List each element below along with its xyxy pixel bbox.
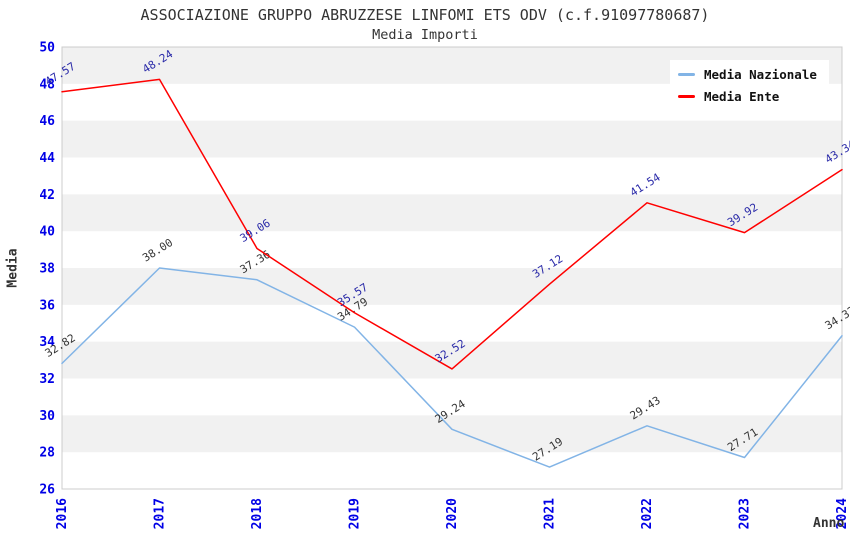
y-tick-label: 40 [39,225,55,240]
plot-band [62,194,842,232]
plot-band [62,268,842,305]
x-axis-title: Anno [813,516,845,531]
y-tick-label: 28 [39,446,55,461]
y-tick-label: 36 [39,298,55,313]
legend-swatch-media-nazionale [678,73,695,76]
y-tick-label: 44 [39,151,55,166]
chart-title: ASSOCIAZIONE GRUPPO ABRUZZESE LINFOMI ET… [140,6,710,24]
legend-swatch-media-ente [678,95,695,98]
chart-subtitle: Media Importi [372,27,478,43]
x-tick-label: 2019 [348,498,363,529]
plot-band [62,341,842,379]
legend-label-media-nazionale: Media Nazionale [704,67,817,82]
y-tick-label: 46 [39,114,55,129]
y-tick-label: 30 [39,409,55,424]
y-tick-label: 50 [39,41,55,56]
legend-label-media-ente: Media Ente [704,89,780,104]
y-tick-label: 38 [39,262,55,277]
plot-band [62,415,842,453]
x-tick-label: 2023 [738,498,753,529]
legend-item-media-nazionale: Media Nazionale [678,67,817,82]
series-line-media-ente [61,78,843,370]
y-tick-label: 34 [39,335,55,350]
y-tick-label: 42 [39,188,55,203]
plot-band [62,120,842,158]
x-tick-label: 2020 [445,498,460,529]
data-label-media-ente: 47.57 [43,60,78,89]
x-tick-label: 2018 [250,498,265,529]
plot-border [61,46,843,490]
legend: Media Nazionale Media Ente [670,60,829,111]
y-axis-title: Media [5,248,21,288]
x-tick-label: 2022 [640,498,655,529]
x-tick-label: 2016 [55,498,70,529]
series-line-media-nazionale [61,267,843,468]
data-label-media-nazionale: 38.00 [140,236,175,265]
x-tick-label: 2017 [153,498,168,529]
y-tick-label: 32 [39,372,55,387]
y-tick-label: 48 [39,77,55,92]
data-label-media-nazionale: 34.32 [823,304,850,333]
legend-item-media-ente: Media Ente [678,89,817,104]
x-tick-label: 2024 [835,498,850,529]
x-tick-label: 2021 [543,498,558,529]
y-tick-label: 26 [39,483,55,498]
